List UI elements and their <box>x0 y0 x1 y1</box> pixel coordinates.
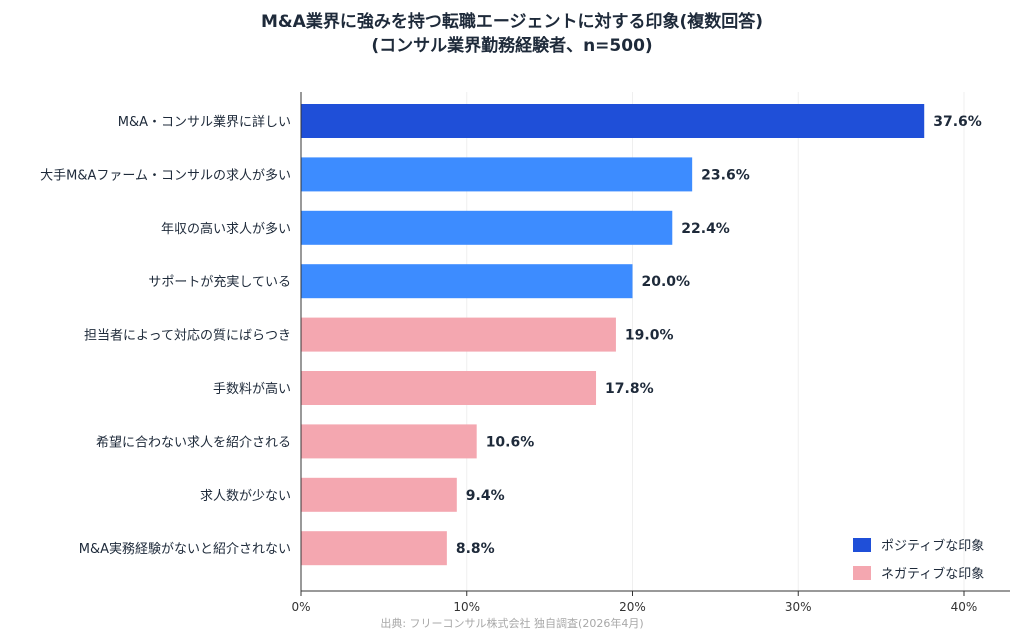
category-label-6: 希望に合わない求人を紹介される <box>96 434 291 450</box>
x-tick-label-4: 40% <box>951 600 978 614</box>
bar-8 <box>301 531 447 566</box>
bar-7 <box>301 477 457 512</box>
x-tick-label-0: 0% <box>291 600 310 614</box>
chart-title-line-1: M&A業界に強みを持つ転職エージェントに対する印象(複数回答) <box>261 11 763 32</box>
category-label-7: 求人数が少ない <box>200 489 291 504</box>
category-label-1: 大手M&Aファーム・コンサルの求人が多い <box>40 167 291 183</box>
x-tick-label-3: 30% <box>785 600 812 614</box>
value-label-6: 10.6% <box>486 434 535 450</box>
value-label-3: 20.0% <box>642 274 691 290</box>
bar-3 <box>301 264 633 299</box>
bar-2 <box>301 210 673 245</box>
x-tick-label-2: 20% <box>619 600 646 614</box>
value-label-7: 9.4% <box>466 488 505 504</box>
category-label-4: 担当者によって対応の質にばらつき <box>84 329 291 344</box>
legend-swatch-0 <box>853 538 871 552</box>
legend-label-1: ネガティブな印象 <box>881 566 984 582</box>
bar-5 <box>301 371 597 405</box>
source-note: 出典: フリーコンサル株式会社 独自調査(2026年4月) <box>380 616 643 630</box>
bar-6 <box>301 424 477 459</box>
bar-1 <box>301 157 693 192</box>
legend-swatch-1 <box>853 566 871 580</box>
value-label-1: 23.6% <box>701 167 750 183</box>
x-tick-label-1: 10% <box>453 600 480 614</box>
legend-label-0: ポジティブな印象 <box>881 538 984 554</box>
value-label-8: 8.8% <box>456 541 495 557</box>
category-label-5: 手数料が高い <box>213 381 291 397</box>
bar-0 <box>301 104 925 138</box>
bar-4 <box>301 317 616 352</box>
category-label-0: M&A・コンサル業界に詳しい <box>118 114 291 130</box>
chart-title-line-2: (コンサル業界勤務経験者、n=500) <box>371 35 652 56</box>
value-label-4: 19.0% <box>625 328 674 344</box>
value-label-5: 17.8% <box>605 381 654 397</box>
value-label-0: 37.6% <box>933 114 982 130</box>
category-label-8: M&A実務経験がないと紹介されない <box>79 541 291 557</box>
category-label-3: サポートが充実している <box>148 274 291 290</box>
value-label-2: 22.4% <box>681 221 730 237</box>
category-label-2: 年収の高い求人が多い <box>161 221 291 237</box>
